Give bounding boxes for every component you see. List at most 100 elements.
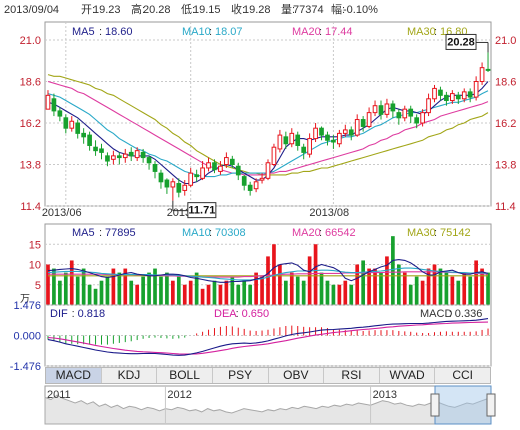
macd-legend-value: 0.336	[455, 308, 483, 320]
navigator-year-label: 2011	[47, 389, 71, 401]
volume-axis-tick: 15	[29, 239, 41, 251]
macd-dea-line	[47, 321, 489, 355]
volume-bar	[46, 264, 50, 305]
volume-bar	[176, 276, 181, 305]
candle-body	[212, 162, 217, 171]
volume-bar	[355, 264, 360, 305]
candle-body	[467, 91, 473, 98]
navigator-area	[44, 394, 492, 425]
volume-axis-tick: 10	[29, 260, 41, 272]
tab-rsi[interactable]: RSI	[324, 368, 380, 383]
candle-body	[140, 151, 146, 159]
candle-body	[158, 172, 164, 183]
tab-wvad[interactable]: WVAD	[380, 368, 436, 383]
candle-body	[473, 81, 479, 98]
volume-legend-sep: :	[209, 227, 212, 239]
candle-body	[479, 67, 485, 82]
navigator-right-handle[interactable]	[486, 393, 496, 417]
candle-body	[134, 150, 140, 159]
time-axis-label: 2013/06	[42, 207, 82, 219]
macd-legend-value: 0.650	[242, 308, 270, 320]
candle-body	[461, 91, 467, 100]
low-annotation-label: 11.71	[188, 205, 215, 217]
volume-bar	[171, 280, 175, 305]
candle-body	[170, 181, 176, 188]
navigator-year-label: 2012	[167, 389, 191, 401]
candle-body	[152, 164, 158, 172]
quote-header: 2013/09/04 开: 19.23 高: 20.28 低: 19.15 收:…	[4, 2, 378, 16]
candle-body	[218, 165, 223, 172]
low-value: 19.15	[193, 4, 221, 16]
candle-body	[99, 148, 104, 153]
candle-body	[455, 94, 461, 100]
candle-body	[414, 117, 420, 124]
high-value: 20.28	[143, 4, 171, 16]
volume-bar	[224, 280, 229, 305]
candle-body	[271, 146, 277, 165]
macd-legend-sep: :	[236, 308, 239, 320]
volume-bar	[337, 284, 342, 305]
candle-body	[241, 176, 247, 186]
candle-body	[194, 174, 199, 178]
volume-bar	[188, 280, 193, 305]
candle-body	[164, 179, 170, 188]
price-legend-sep: :	[99, 26, 102, 38]
macd-legend-sep: :	[449, 308, 452, 320]
volume-bar	[444, 272, 449, 305]
candle-body	[366, 112, 372, 127]
candle-body	[348, 129, 354, 136]
candle-body	[81, 132, 86, 138]
candle-body	[200, 167, 205, 179]
macd-axis-tick: 0.000	[13, 331, 41, 343]
volume-bar	[438, 268, 443, 305]
volume-legend-sep: :	[319, 227, 322, 239]
tab-boll[interactable]: BOLL	[157, 368, 213, 383]
macd-dif-line	[47, 318, 489, 356]
volume-bar	[260, 276, 264, 305]
volume-bar	[462, 272, 467, 305]
price-axis-tick-left: 18.6	[20, 77, 41, 89]
volume-bar	[349, 284, 354, 305]
candle-body	[420, 112, 425, 124]
tab-psy[interactable]: PSY	[213, 368, 269, 383]
volume-bar	[254, 272, 258, 305]
indicator-tabs: MACD KDJ BOLL PSY OBV RSI WVAD CCI	[45, 367, 491, 384]
volume-bar	[147, 272, 151, 305]
volume-bar	[93, 288, 98, 305]
price-axis-tick-right: 11.4	[495, 201, 516, 213]
candle-body	[313, 127, 318, 140]
tab-obv[interactable]: OBV	[269, 368, 325, 383]
navigator-left-handle[interactable]	[430, 393, 440, 417]
tab-kdj[interactable]: KDJ	[102, 368, 158, 383]
candle-body	[438, 89, 443, 96]
candle-body	[111, 155, 116, 160]
volume-bar	[52, 268, 56, 305]
volume-bar	[69, 260, 74, 305]
price-legend-value: 18.60	[105, 26, 133, 38]
volume-bar	[486, 272, 490, 305]
tab-cci[interactable]: CCI	[452, 368, 474, 382]
price-legend-value: 17.44	[325, 26, 353, 38]
candle-body	[378, 105, 384, 115]
candle-body	[182, 184, 188, 191]
volume-bar	[182, 284, 187, 305]
candle-body	[93, 146, 98, 152]
low-label: 低:	[181, 3, 195, 16]
candle-body	[342, 129, 348, 134]
volume-bar	[218, 284, 223, 305]
open-label: 开:	[81, 4, 95, 16]
candle-body	[354, 119, 360, 136]
candle-body	[307, 138, 312, 155]
volume-bar	[295, 276, 300, 305]
volume-bar	[278, 264, 282, 305]
volume-bar	[283, 280, 288, 305]
volume-legend-value: 75142	[440, 227, 471, 239]
volume-axis-tick: 5	[35, 280, 41, 292]
candle-body	[69, 120, 75, 129]
tab-macd[interactable]: MACD	[46, 368, 102, 383]
candle-body	[116, 155, 122, 159]
volume-bar	[206, 284, 211, 305]
price-legend-name: MA30	[407, 26, 436, 38]
volume-bar	[141, 276, 145, 305]
volume-bar	[63, 272, 68, 305]
